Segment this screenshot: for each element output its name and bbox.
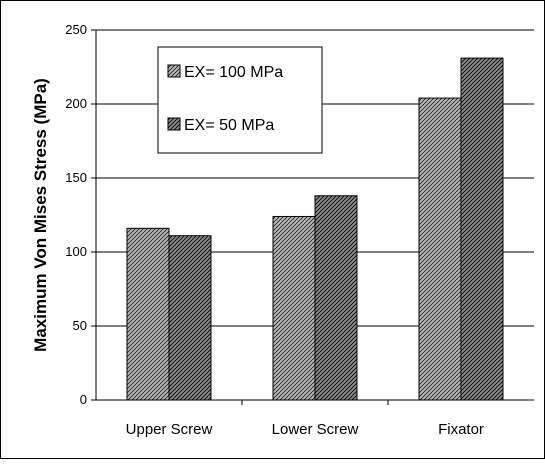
y-tick-label: 250: [65, 22, 87, 37]
y-axis-label: Maximum Von Mises Stress (MPa): [31, 78, 50, 352]
bar-series-1-1: [272, 215, 316, 401]
legend-box: [157, 46, 323, 154]
y-ticks: 0 50 100 150 200 250: [65, 22, 96, 407]
bar-series-1-0: [126, 227, 170, 401]
x-ticks: Upper Screw Lower Screw Fixator: [126, 400, 484, 438]
bars: [126, 57, 504, 401]
bar-series-2-2: [460, 57, 504, 401]
x-tick-label: Upper Screw: [126, 421, 213, 438]
y-tick-label: 100: [65, 244, 87, 259]
legend-label-series-1: EX= 100 MPa: [184, 64, 283, 81]
x-tick-label: Lower Screw: [272, 421, 359, 438]
bar-series-1-2: [418, 97, 462, 401]
bar-series-2-0: [168, 235, 212, 401]
legend-swatch-series-1: [167, 64, 181, 78]
bar-series-2-1: [314, 195, 358, 401]
legend-swatch-series-2: [167, 117, 181, 131]
y-tick-label: 200: [65, 96, 87, 111]
legend-label-series-2: EX= 50 MPa: [184, 117, 274, 134]
y-tick-label: 150: [65, 170, 87, 185]
x-tick-label: Fixator: [438, 421, 484, 438]
legend: EX= 100 MPa EX= 50 MPa: [157, 46, 323, 154]
y-tick-label: 50: [73, 318, 87, 333]
y-tick-label: 0: [80, 392, 87, 407]
